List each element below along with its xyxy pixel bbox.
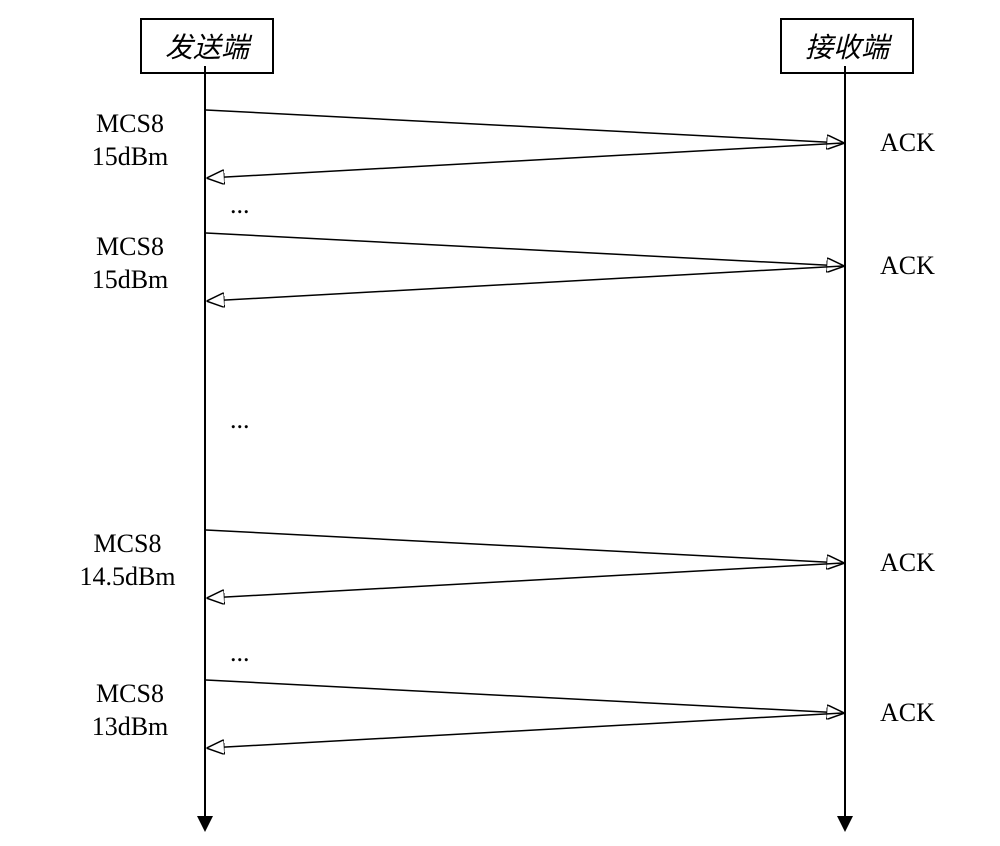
- msg-arrow: [206, 530, 843, 563]
- ack-arrow: [208, 143, 843, 178]
- ack-label: ACK: [880, 128, 935, 158]
- send-label: MCS8 15dBm: [65, 108, 195, 173]
- ellipsis: ...: [230, 405, 250, 435]
- ack-arrow: [208, 563, 843, 598]
- ack-arrow: [208, 266, 843, 301]
- ellipsis: ...: [230, 638, 250, 668]
- power-label: 13dBm: [92, 712, 169, 741]
- send-label: MCS8 15dBm: [65, 231, 195, 296]
- ack-label: ACK: [880, 548, 935, 578]
- msg-arrow: [206, 680, 843, 713]
- ack-arrow: [208, 713, 843, 748]
- ellipsis: ...: [230, 190, 250, 220]
- mcs-label: MCS8: [96, 109, 164, 138]
- ack-label: ACK: [880, 698, 935, 728]
- power-label: 15dBm: [92, 265, 169, 294]
- msg-arrow: [206, 233, 843, 266]
- mcs-label: MCS8: [96, 679, 164, 708]
- sequence-diagram: 发送端 接收端 MCS8 15dBm MCS8 15dBm: [0, 0, 1000, 846]
- power-label: 15dBm: [92, 142, 169, 171]
- power-label: 14.5dBm: [79, 562, 175, 591]
- send-label: MCS8 13dBm: [65, 678, 195, 743]
- send-label: MCS8 14.5dBm: [55, 528, 200, 593]
- mcs-label: MCS8: [96, 232, 164, 261]
- mcs-label: MCS8: [94, 529, 162, 558]
- ack-label: ACK: [880, 251, 935, 281]
- msg-arrow: [206, 110, 843, 143]
